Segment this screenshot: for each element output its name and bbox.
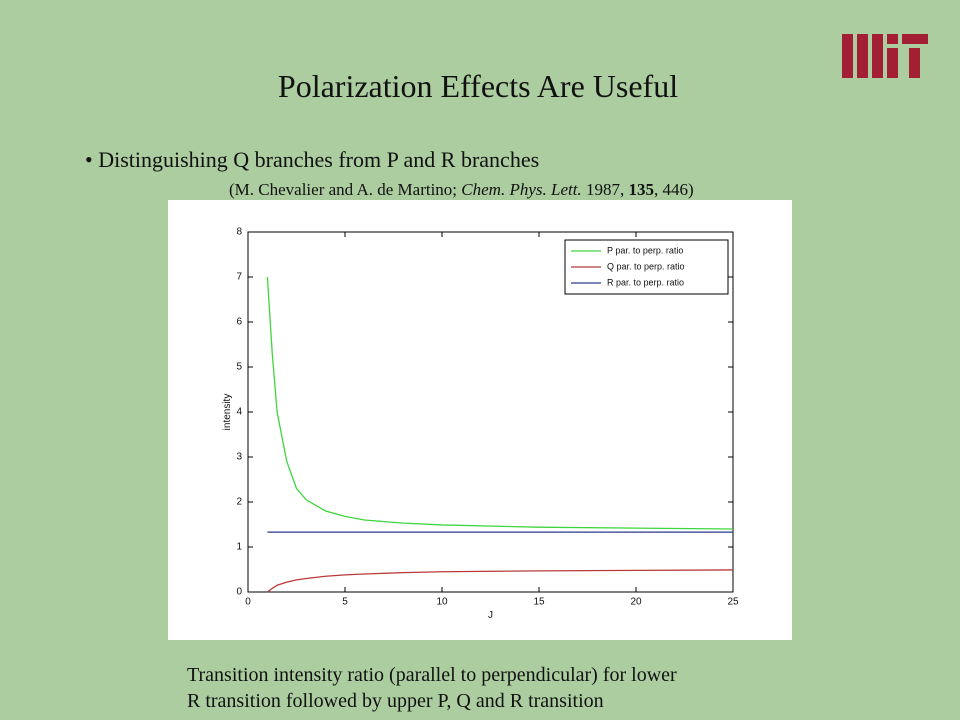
y-axis-label: intensity (222, 394, 233, 431)
y-tick-label: 0 (236, 587, 242, 598)
x-tick-label: 5 (342, 597, 348, 608)
bullet-text: Distinguishing Q branches from P and R b… (98, 147, 539, 172)
y-tick-label: 3 (236, 452, 242, 463)
y-tick-label: 2 (236, 497, 242, 508)
legend: P par. to perp. ratio Q par. to perp. rat… (564, 239, 729, 295)
y-tick-label: 6 (236, 317, 242, 328)
citation-volume: 135 (628, 180, 654, 199)
citation-journal: Chem. Phys. Lett. (461, 180, 581, 199)
slide-title: Polarization Effects Are Useful (278, 68, 678, 104)
y-tick-label: 1 (236, 542, 242, 553)
citation-year: 1987, (586, 180, 624, 199)
y-tick-label: 8 (236, 227, 242, 238)
legend-label: R par. to perp. ratio (607, 277, 684, 287)
citation: (M. Chevalier and A. de Martino; Chem. P… (229, 180, 694, 199)
caption-line: R transition followed by upper P, Q and … (187, 690, 604, 712)
x-tick-label: 10 (436, 597, 448, 608)
bullet: • Distinguishing Q branches from P and R… (85, 147, 539, 172)
x-tick-label: 0 (245, 597, 251, 608)
y-tick-label: 7 (236, 272, 242, 283)
legend-label: P par. to perp. ratio (607, 245, 683, 255)
data-line (266, 276, 734, 530)
data-line (267, 569, 734, 593)
caption-line: Transition intensity ratio (parallel to … (187, 664, 677, 686)
y-tick-label: 4 (236, 407, 242, 418)
x-tick-label: 25 (727, 597, 739, 608)
x-axis-label: J (488, 610, 493, 621)
legend-label: Q par. to perp. ratio (607, 261, 685, 271)
x-tick-label: 15 (533, 597, 545, 608)
x-tick-label: 20 (630, 597, 642, 608)
mit-logo (842, 34, 928, 78)
citation-authors: (M. Chevalier and A. de Martino; (229, 180, 457, 199)
citation-pages: , 446) (654, 180, 694, 199)
y-tick-label: 5 (236, 362, 242, 373)
